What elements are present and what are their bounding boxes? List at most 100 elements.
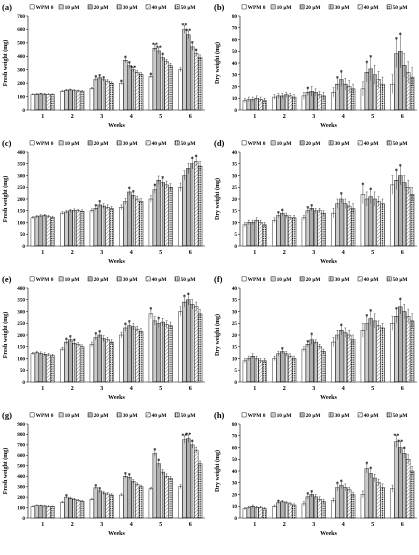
y-tick-label: 400: [17, 286, 25, 292]
chart-panel-1: (b) WPM 0 10 μM 20 μM 30 μM 40 μM 50 μM 0 10 20 30…: [214, 2, 417, 129]
bar: [409, 194, 415, 247]
legend-swatch: [386, 140, 392, 146]
y-tick-label: 80: [232, 14, 238, 20]
legend-entry: 10 μM: [65, 413, 80, 419]
x-axis-label: Weeks: [108, 123, 125, 129]
x-category-label: 4: [130, 522, 133, 528]
significance-marker: *: [395, 307, 398, 313]
y-axis-label: Dry weight (mg): [214, 178, 221, 220]
y-tick-label: 0: [234, 244, 237, 250]
y-tick-label: 0: [22, 244, 25, 250]
bar: [93, 337, 99, 383]
x-category-label: 5: [159, 114, 162, 120]
chart-panel-0: (a) WPM 0 10 μM 20 μM 30 μM 40 μM 50 μM 0 100 200…: [2, 2, 205, 129]
significance-marker: *: [161, 53, 164, 59]
significance-marker: **: [393, 433, 399, 439]
legend-swatch: [357, 140, 363, 146]
legend-entry: WPM 0: [248, 5, 266, 11]
legend-swatch: [174, 140, 180, 146]
significance-marker: *: [94, 75, 97, 81]
bar: [197, 57, 203, 111]
legend: WPM 0 10 μM 20 μM 30 μM 40 μM 50 μM: [29, 412, 195, 419]
bar: [246, 358, 252, 383]
legend-entry: 20 μM: [306, 277, 321, 283]
bar: [190, 444, 195, 519]
bar: [291, 358, 297, 383]
bar: [178, 187, 183, 247]
significance-marker: *: [128, 186, 131, 192]
bar: [317, 210, 322, 247]
legend-swatch: [241, 412, 247, 418]
x-category-label: 4: [130, 114, 133, 120]
y-tick-label: 35: [232, 162, 238, 168]
x-category-label: 3: [100, 386, 103, 392]
bar: [72, 90, 77, 111]
bar: [343, 203, 348, 247]
legend-entry: 50 μM: [181, 277, 196, 283]
legend-entry: 20 μM: [94, 277, 109, 283]
significance-marker: *: [340, 323, 343, 329]
bar: [258, 222, 263, 247]
y-tick-label: 60: [232, 37, 238, 43]
legend-swatch: [386, 276, 392, 282]
bar: [123, 201, 128, 247]
bar: [376, 201, 381, 247]
y-tick-label: 5: [234, 368, 237, 374]
significance-marker: *: [277, 499, 280, 505]
y-tick-label: 200: [17, 333, 25, 339]
bar: [287, 355, 293, 383]
significance-marker: *: [277, 211, 280, 217]
bar: [390, 488, 395, 519]
bar: [360, 330, 366, 383]
bar: [193, 53, 199, 111]
bar: [246, 507, 252, 519]
bar: [331, 212, 336, 247]
legend-entry: 50 μM: [393, 5, 408, 11]
bar: [42, 93, 47, 111]
bar: [152, 320, 158, 383]
significance-marker: **: [181, 23, 187, 29]
significance-marker: *: [310, 333, 313, 339]
chart-panel-6: (g) WPM 0 10 μM 20 μM 30 μM 40 μM 50 μM 0 100 200…: [2, 410, 205, 537]
significance-marker: *: [153, 184, 156, 190]
bar: [305, 344, 311, 383]
legend-entry: 10 μM: [277, 277, 292, 283]
bar: [105, 80, 110, 111]
legend-entry: 50 μM: [393, 413, 408, 419]
y-tick-label: 350: [17, 162, 25, 168]
bar: [339, 330, 344, 383]
x-category-label: 1: [253, 522, 256, 528]
y-tick-label: 100: [17, 356, 25, 362]
bar: [119, 82, 124, 111]
bar: [339, 484, 344, 519]
significance-marker: *: [369, 466, 372, 472]
significance-marker: *: [369, 309, 372, 315]
legend-swatch: [58, 140, 64, 146]
x-axis-label: Weeks: [108, 531, 125, 537]
legend-swatch: [299, 140, 305, 146]
bar: [75, 500, 81, 519]
x-category-label: 1: [253, 250, 256, 256]
significance-marker: **: [152, 43, 158, 49]
y-tick-label: 100: [17, 505, 25, 511]
legend-entry: 50 μM: [181, 5, 196, 11]
legend: WPM 0 10 μM 20 μM 30 μM 40 μM 50 μM: [241, 412, 408, 419]
significance-marker: *: [399, 297, 402, 303]
bar: [109, 82, 114, 111]
bar: [335, 203, 340, 247]
bar: [190, 163, 195, 247]
bar: [258, 360, 263, 383]
significance-marker: *: [65, 494, 68, 500]
y-tick-label: 350: [17, 298, 25, 304]
legend-entry: 40 μM: [364, 277, 379, 283]
legend-entry: 40 μM: [152, 141, 167, 147]
y-tick-label: 0: [234, 108, 237, 114]
chart-panel-5: (f) WPM 0 10 μM 20 μM 30 μM 40 μM 50 μM0510152…: [214, 274, 417, 401]
significance-marker: **: [156, 46, 162, 52]
x-category-label: 5: [371, 522, 374, 528]
bar: [164, 476, 169, 519]
bar: [291, 217, 297, 247]
y-tick-label: 300: [17, 484, 25, 490]
